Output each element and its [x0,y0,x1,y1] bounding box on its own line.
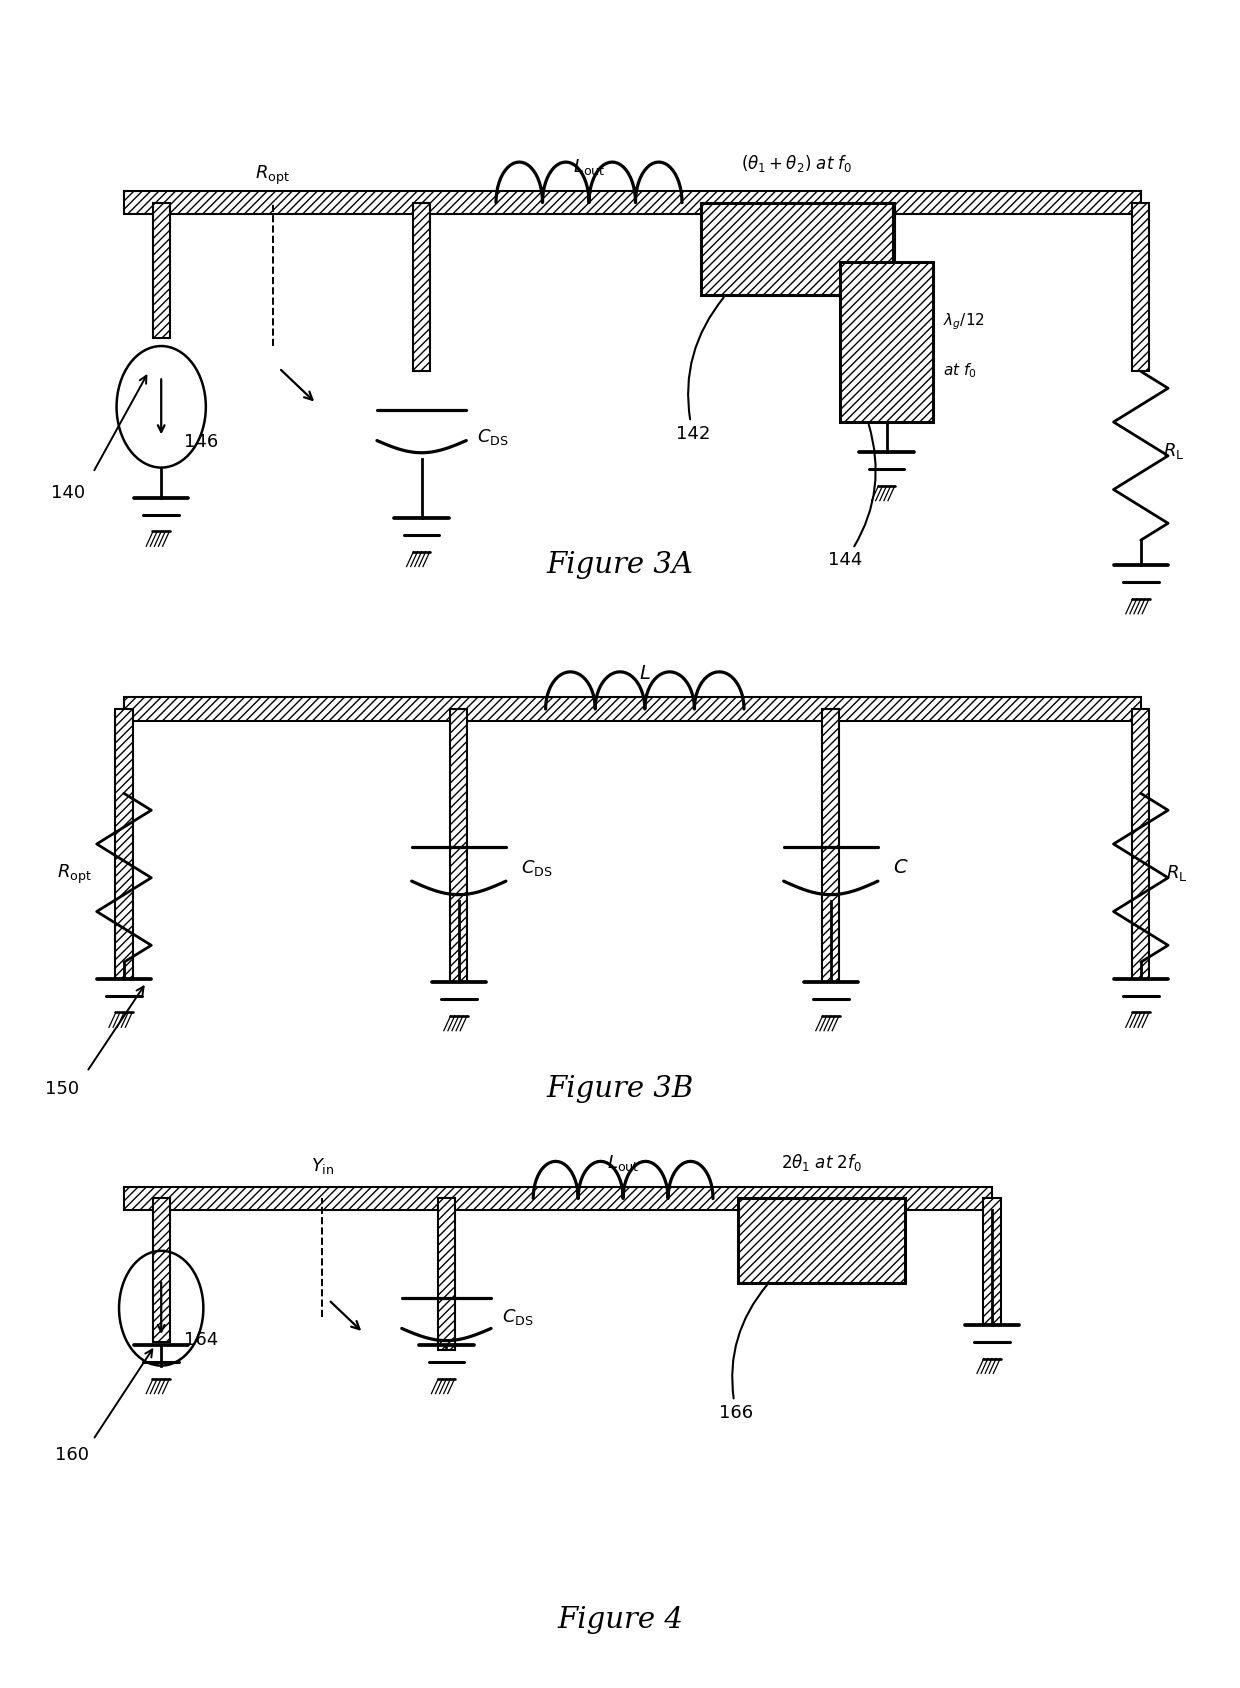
Bar [841,262,932,422]
Bar [153,1198,170,1342]
Bar [450,709,467,982]
Text: 146: 146 [184,434,218,451]
Bar [701,203,893,295]
Text: $2\theta_1$ at $2f_0$: $2\theta_1$ at $2f_0$ [781,1153,862,1173]
Text: 164: 164 [184,1332,218,1349]
Text: $C_{\rm DS}$: $C_{\rm DS}$ [521,858,553,878]
Bar [1132,203,1149,371]
Text: $L$: $L$ [639,663,651,682]
Text: $L_{\rm out}$: $L_{\rm out}$ [606,1153,640,1173]
Text: $(\theta_1 + \theta_2)$ at $f_0$: $(\theta_1 + \theta_2)$ at $f_0$ [742,154,852,174]
Bar [438,1198,455,1350]
Text: $R_{\rm L}$: $R_{\rm L}$ [1166,863,1187,883]
Text: $C_{\rm DS}$: $C_{\rm DS}$ [477,427,510,447]
Bar [153,203,170,338]
Text: $C_{\rm DS}$: $C_{\rm DS}$ [502,1307,534,1327]
Bar [413,203,430,371]
Text: 150: 150 [45,1080,79,1097]
Text: Figure 3B: Figure 3B [547,1075,693,1102]
Text: $L_{\rm out}$: $L_{\rm out}$ [573,157,605,177]
Text: at $f_0$: at $f_0$ [942,361,977,380]
Text: 142: 142 [676,297,724,442]
Text: $Y_{\rm in}$: $Y_{\rm in}$ [311,1156,334,1177]
Bar [822,709,839,982]
Text: $\lambda_g/12$: $\lambda_g/12$ [942,311,985,331]
Text: $R_{\rm L}$: $R_{\rm L}$ [1163,441,1184,461]
Bar [738,1198,905,1283]
Text: 140: 140 [51,484,86,501]
Text: $C$: $C$ [893,858,909,876]
Bar [878,203,895,368]
Text: 144: 144 [828,425,875,569]
Text: Figure 3A: Figure 3A [547,552,693,579]
Bar [124,191,1141,214]
Bar [124,1187,992,1210]
Text: 166: 166 [719,1285,768,1421]
Text: Figure 4: Figure 4 [557,1607,683,1634]
Text: 160: 160 [55,1447,89,1463]
Bar [1132,709,1149,979]
Text: $R_{\rm opt}$: $R_{\rm opt}$ [57,863,92,886]
Text: $R_{\rm opt}$: $R_{\rm opt}$ [255,164,290,187]
Bar [983,1198,1001,1325]
Bar [115,709,133,979]
Bar [124,697,1141,721]
